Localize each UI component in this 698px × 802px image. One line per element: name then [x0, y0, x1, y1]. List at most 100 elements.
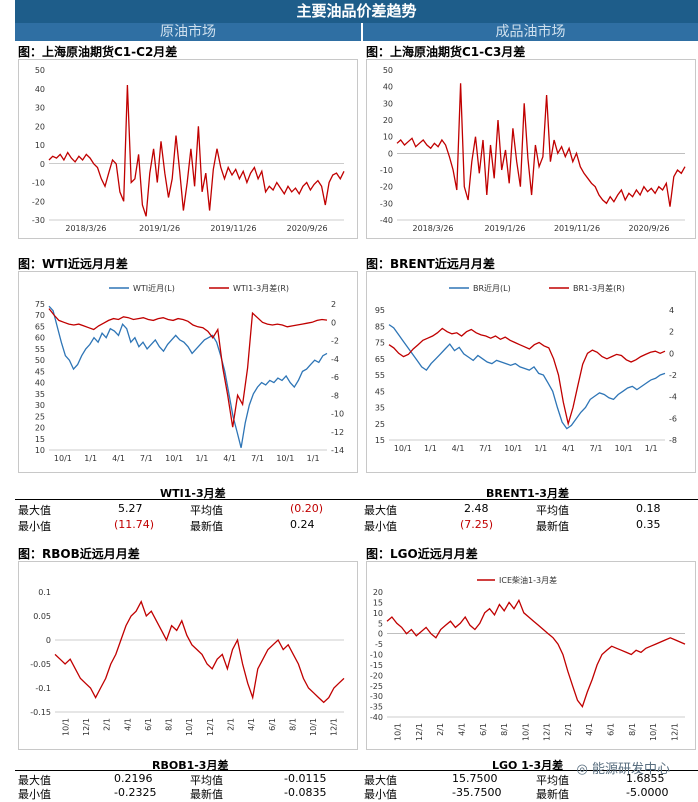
x-tick-label: 4/1 [562, 444, 575, 453]
y-tick-label: -20 [32, 197, 45, 206]
chart-c4: 95 85 75 65 55 45 35 25 15 4 2 0 -2 -4 -6 -8 10/1 1/1 4/1 7… [375, 283, 677, 453]
y-tick-label: 0.1 [38, 588, 51, 597]
x-tick-label: 2019/11/26 [554, 224, 600, 233]
x-tick-label: 1/1 [195, 454, 208, 463]
y-tick-label: -15 [370, 661, 383, 670]
x-tick-label: 10/1 [394, 444, 412, 453]
y-tick-label-left: 20 [35, 424, 45, 433]
value-max: 2.48 [464, 502, 489, 515]
y-tick-label: 20 [383, 116, 393, 125]
x-tick-label: 7/1 [590, 444, 603, 453]
value-min: (7.25) [460, 518, 494, 531]
chart-c5: 0.1 0.05 0 -0.05 -0.1 -0.15 10/1 12/1 2/1 4/1 6/1 8… [30, 588, 345, 736]
y-tick-label-right: 2 [669, 328, 674, 337]
y-tick-label-left: 45 [35, 367, 45, 376]
y-tick-label-right: -8 [669, 436, 677, 445]
series-line [54, 599, 345, 704]
series-line-right [388, 327, 666, 427]
rbob-stats-row2: 最小值 -0.2325 最新值 -0.0835 [18, 786, 358, 801]
y-tick-label-left: 45 [375, 387, 385, 396]
x-tick-label: 2019/1/26 [139, 224, 180, 233]
label-avg: 平均值 [190, 774, 223, 787]
x-tick-label: 10/1 [649, 723, 658, 741]
legend-label: BR1-3月差(R) [573, 283, 625, 293]
x-tick-label: 2/1 [564, 723, 573, 736]
x-tick-label: 10/1 [185, 718, 194, 736]
y-tick-label-right: -14 [331, 446, 344, 455]
y-tick-label: -30 [370, 692, 383, 701]
brent-stats-row2: 最小值 (7.25) 最新值 0.35 [364, 518, 694, 533]
y-tick-label: 20 [373, 588, 383, 597]
x-tick-label: 2020/9/26 [287, 224, 328, 233]
value-latest: 0.24 [290, 518, 315, 531]
wti-stats-row1: 最大值 5.27 平均值 (0.20) [18, 502, 358, 517]
y-tick-label-left: 55 [35, 345, 45, 354]
y-tick-label-left: 35 [375, 404, 385, 413]
x-tick-label: 12/1 [670, 723, 679, 741]
y-tick-label: 50 [35, 66, 45, 75]
y-tick-label-left: 85 [375, 322, 385, 331]
y-tick-label: -30 [32, 216, 45, 225]
x-tick-label: 8/1 [165, 718, 174, 731]
watermark-text: 能源研发中心 [591, 762, 670, 777]
y-tick-label: 0 [40, 160, 45, 169]
label-latest: 最新值 [190, 788, 223, 801]
x-tick-label: 2/1 [103, 718, 112, 731]
x-tick-label: 4/1 [223, 454, 236, 463]
label-latest: 最新值 [536, 788, 569, 801]
x-tick-label: 8/1 [500, 723, 509, 736]
y-tick-label-right: -2 [331, 337, 339, 346]
rbob-stats-row1: 最大值 0.2196 平均值 -0.0115 [18, 772, 358, 787]
y-tick-label-left: 15 [375, 436, 385, 445]
label-avg: 平均值 [536, 504, 569, 517]
chart-title-c5: 图：RBOB近远月月差 [18, 547, 140, 561]
legend-label: WTI1-3月差(R) [233, 283, 289, 293]
y-tick-label-right: -2 [669, 371, 677, 380]
label-max: 最大值 [364, 774, 397, 787]
chart-panel-c4: 95 85 75 65 55 45 35 25 15 4 2 0 -2 -4 -6 -8 10/1 1/1 4/1 7… [366, 271, 696, 473]
y-tick-label-right: 4 [669, 306, 674, 315]
y-tick-label-left: 10 [35, 446, 45, 455]
y-tick-label-right: -12 [331, 428, 344, 437]
y-tick-label-left: 70 [35, 311, 45, 320]
x-tick-label: 2018/3/26 [65, 224, 106, 233]
x-tick-label: 4/1 [585, 723, 594, 736]
x-tick-label: 10/1 [165, 454, 183, 463]
series-line-left [48, 305, 328, 448]
rbob-stats-title: RBOB1-3月差 [152, 759, 229, 772]
y-tick-label-right: -6 [331, 373, 339, 382]
lgo-stats-row2: 最小值 -35.7500 最新值 -5.0000 [364, 786, 694, 801]
x-tick-label: 4/1 [112, 454, 125, 463]
y-tick-label: 0 [378, 630, 383, 639]
x-tick-label: 10/1 [521, 723, 530, 741]
y-tick-label: 10 [373, 609, 383, 618]
y-tick-label-right: 2 [331, 300, 336, 309]
x-tick-label: 1/1 [534, 444, 547, 453]
x-tick-label: 12/1 [82, 718, 91, 736]
value-avg: 1.6855 [626, 772, 665, 785]
label-latest: 最新值 [536, 520, 569, 533]
legend-label: ICE柴油1-3月差 [499, 575, 557, 585]
page-title: 主要油品价差趋势 [15, 0, 698, 23]
section-crude: 原油市场 [15, 23, 361, 41]
x-tick-label: 4/1 [123, 718, 132, 731]
x-tick-label: 7/1 [479, 444, 492, 453]
value-latest: -0.0835 [284, 786, 327, 799]
value-max: 5.27 [118, 502, 143, 515]
y-tick-label-left: 65 [35, 322, 45, 331]
chart-panel-c6: 20 15 10 5 0 -5 -10 -15 -20 -25 -30 -35 -40 10/1 12/1 2… [366, 561, 696, 750]
x-tick-label: 2019/11/26 [210, 224, 256, 233]
x-tick-label: 6/1 [144, 718, 153, 731]
label-avg: 平均值 [536, 774, 569, 787]
chart-panel-c2: 50 40 30 20 10 0 -10 -20 -30 -40 2018/3/26 2019/1/2… [366, 59, 696, 239]
y-tick-label: -40 [380, 216, 393, 225]
y-tick-label: 5 [378, 619, 383, 628]
brent-stats-row1: 最大值 2.48 平均值 0.18 [364, 502, 694, 517]
y-tick-label: -20 [380, 183, 393, 192]
y-tick-label-left: 50 [35, 356, 45, 365]
y-tick-label: -25 [370, 682, 383, 691]
y-tick-label-left: 60 [35, 334, 45, 343]
y-tick-label-left: 25 [375, 420, 385, 429]
x-tick-label: 10/1 [615, 444, 633, 453]
chart-c2: 50 40 30 20 10 0 -10 -20 -30 -40 2018/3/26 2019/1/2… [380, 66, 686, 233]
